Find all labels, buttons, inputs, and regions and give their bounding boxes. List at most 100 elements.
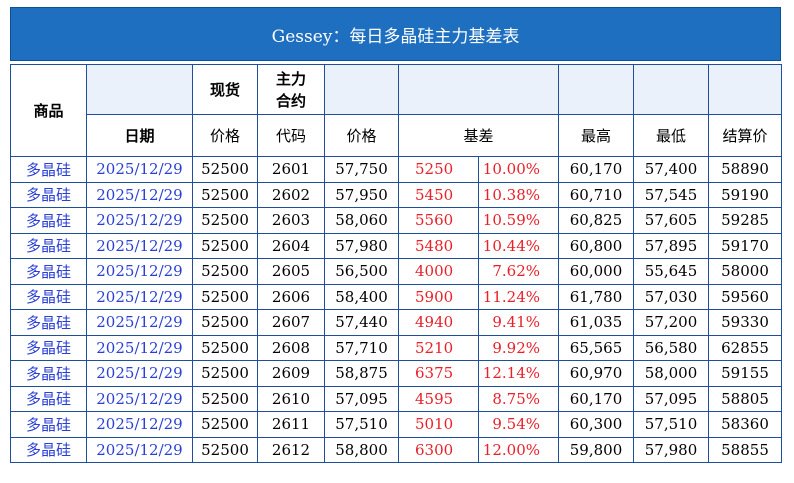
high-cell: 60,825 (558, 207, 634, 234)
table-body: 多晶硅 2025/12/29 52500 2601 57,750 5250 10.00% 60… (10, 156, 782, 463)
price-cell: 57,440 (324, 309, 399, 336)
basis-pct-cell: 12.00% (478, 436, 559, 463)
spot-price-cell: 52500 (192, 258, 258, 285)
product-cell[interactable]: 多晶硅 (10, 207, 87, 234)
date-cell[interactable]: 2025/12/29 (86, 436, 193, 463)
table-row: 多晶硅 2025/12/29 52500 2605 56,500 4000 7.62% 60,… (10, 258, 782, 285)
contract-code-cell: 2602 (257, 181, 325, 208)
product-cell[interactable]: 多晶硅 (10, 385, 87, 412)
spot-price-cell: 52500 (192, 232, 258, 259)
spot-price-cell: 52500 (192, 156, 258, 183)
price-cell: 57,750 (324, 156, 399, 183)
basis-pct-cell: 11.24% (478, 283, 559, 310)
high-cell: 60,300 (558, 411, 634, 438)
date-cell[interactable]: 2025/12/29 (86, 360, 193, 387)
contract-code-cell: 2604 (257, 232, 325, 259)
settle-cell: 58890 (708, 156, 782, 183)
date-cell[interactable]: 2025/12/29 (86, 232, 193, 259)
low-cell: 57,605 (633, 207, 709, 234)
table-row: 多晶硅 2025/12/29 52500 2609 58,875 6375 12.14% 60… (10, 360, 782, 387)
price-cell: 58,800 (324, 436, 399, 463)
contract-code-cell: 2606 (257, 283, 325, 310)
spot-price-cell: 52500 (192, 385, 258, 412)
date-cell[interactable]: 2025/12/29 (86, 207, 193, 234)
high-cell: 60,800 (558, 232, 634, 259)
basis-cell: 5450 (398, 181, 479, 208)
spot-price-cell: 52500 (192, 283, 258, 310)
product-cell[interactable]: 多晶硅 (10, 411, 87, 438)
header-code: 代码 (257, 114, 325, 157)
product-cell[interactable]: 多晶硅 (10, 436, 87, 463)
header-product: 商品 (10, 64, 87, 157)
header-blank-low (633, 64, 709, 115)
basis-cell: 6375 (398, 360, 479, 387)
table-row: 多晶硅 2025/12/29 52500 2606 58,400 5900 11.24% 61… (10, 283, 782, 310)
basis-table: 商品 现货 主力 合约 日期 价格 代码 价格 基差 最高 最低 结算价 多晶硅… (10, 64, 782, 463)
high-cell: 60,710 (558, 181, 634, 208)
product-cell[interactable]: 多晶硅 (10, 360, 87, 387)
header-settle: 结算价 (708, 114, 782, 157)
contract-code-cell: 2608 (257, 334, 325, 361)
basis-cell: 5250 (398, 156, 479, 183)
table-row: 多晶硅 2025/12/29 52500 2602 57,950 5450 10.38% 60… (10, 181, 782, 208)
low-cell: 57,895 (633, 232, 709, 259)
date-cell[interactable]: 2025/12/29 (86, 156, 193, 183)
product-cell[interactable]: 多晶硅 (10, 283, 87, 310)
settle-cell: 59170 (708, 232, 782, 259)
date-cell[interactable]: 2025/12/29 (86, 385, 193, 412)
date-cell[interactable]: 2025/12/29 (86, 258, 193, 285)
header-blank-settle (708, 64, 782, 115)
date-cell[interactable]: 2025/12/29 (86, 334, 193, 361)
header-main-contract: 主力 合约 (257, 64, 325, 115)
price-cell: 58,400 (324, 283, 399, 310)
table-row: 多晶硅 2025/12/29 52500 2607 57,440 4940 9.41% 61,… (10, 309, 782, 336)
product-cell[interactable]: 多晶硅 (10, 334, 87, 361)
spot-price-cell: 52500 (192, 309, 258, 336)
high-cell: 60,000 (558, 258, 634, 285)
basis-pct-cell: 9.92% (478, 334, 559, 361)
spot-price-cell: 52500 (192, 411, 258, 438)
date-cell[interactable]: 2025/12/29 (86, 411, 193, 438)
contract-code-cell: 2603 (257, 207, 325, 234)
low-cell: 56,580 (633, 334, 709, 361)
basis-pct-cell: 9.54% (478, 411, 559, 438)
spot-price-cell: 52500 (192, 360, 258, 387)
high-cell: 61,780 (558, 283, 634, 310)
contract-code-cell: 2601 (257, 156, 325, 183)
product-cell[interactable]: 多晶硅 (10, 232, 87, 259)
date-cell[interactable]: 2025/12/29 (86, 309, 193, 336)
header-date: 日期 (86, 114, 193, 157)
basis-pct-cell: 10.38% (478, 181, 559, 208)
product-cell[interactable]: 多晶硅 (10, 258, 87, 285)
basis-cell: 4940 (398, 309, 479, 336)
basis-cell: 5560 (398, 207, 479, 234)
settle-cell: 58360 (708, 411, 782, 438)
low-cell: 58,000 (633, 360, 709, 387)
table-row: 多晶硅 2025/12/29 52500 2601 57,750 5250 10.00% 60… (10, 156, 782, 183)
contract-code-cell: 2609 (257, 360, 325, 387)
low-cell: 57,980 (633, 436, 709, 463)
basis-cell: 6300 (398, 436, 479, 463)
product-cell[interactable]: 多晶硅 (10, 309, 87, 336)
price-cell: 56,500 (324, 258, 399, 285)
low-cell: 57,030 (633, 283, 709, 310)
price-cell: 58,875 (324, 360, 399, 387)
date-cell[interactable]: 2025/12/29 (86, 283, 193, 310)
low-cell: 55,645 (633, 258, 709, 285)
low-cell: 57,400 (633, 156, 709, 183)
high-cell: 60,170 (558, 385, 634, 412)
spot-price-cell: 52500 (192, 181, 258, 208)
basis-pct-cell: 7.62% (478, 258, 559, 285)
settle-cell: 58000 (708, 258, 782, 285)
product-cell[interactable]: 多晶硅 (10, 156, 87, 183)
product-cell[interactable]: 多晶硅 (10, 181, 87, 208)
settle-cell: 62855 (708, 334, 782, 361)
high-cell: 60,970 (558, 360, 634, 387)
date-cell[interactable]: 2025/12/29 (86, 181, 193, 208)
spot-price-cell: 52500 (192, 207, 258, 234)
basis-cell: 5480 (398, 232, 479, 259)
table-title: Gessey：每日多晶硅主力基差表 (10, 7, 781, 61)
header-low: 最低 (633, 114, 709, 157)
basis-pct-cell: 9.41% (478, 309, 559, 336)
high-cell: 59,800 (558, 436, 634, 463)
